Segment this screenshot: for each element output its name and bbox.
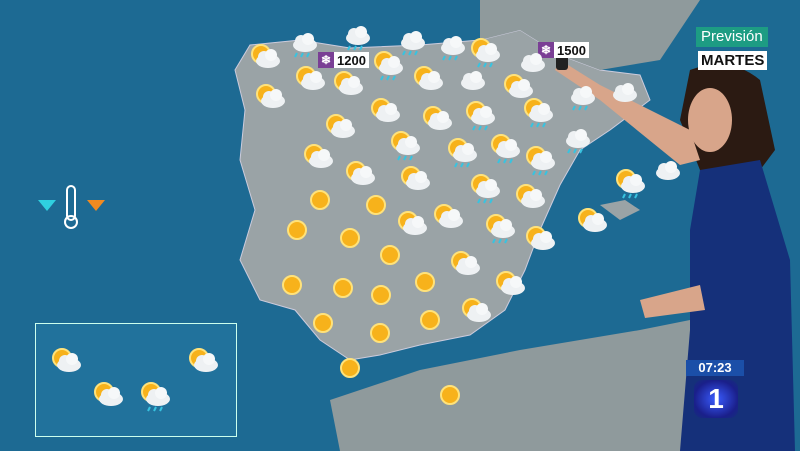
channel-logo: 1 [694,380,738,418]
presenter [555,50,795,451]
sun-cloud-icon [448,250,482,280]
sun-cloud-icon [523,225,557,255]
sun-cloud-rain-icon [463,100,497,131]
africa-land [330,320,690,451]
canary-islands-inset [35,323,237,437]
sun-cloud-rain-icon [468,37,502,68]
sun-cloud-icon [398,165,432,195]
sun-cloud-icon [186,347,220,377]
sun-cloud-icon [91,381,125,411]
sun-cloud-icon [575,207,609,237]
snow-level-badge: ❄ 1500 [538,42,589,58]
cloud-rain-icon [433,30,467,61]
sun-cloud-rain-icon [488,133,522,164]
cloud-icon [605,77,639,107]
sun-icon [359,190,393,220]
sun-icon [306,308,340,338]
temp-down-arrow [38,200,56,211]
balearic-islands [600,200,640,220]
sun-icon [364,280,398,310]
sun-icon [433,380,467,410]
sun-cloud-icon [301,143,335,173]
sun-cloud-rain-icon [445,137,479,168]
snowflake-icon: ❄ [318,52,334,68]
sun-cloud-rain-icon [613,168,647,199]
sun-icon [275,270,309,300]
cloud-icon [453,65,487,95]
cloud-icon [513,47,547,77]
forecast-day: MARTES [698,51,768,70]
cloud-rain-icon [285,27,319,58]
sun-cloud-icon [431,203,465,233]
sun-cloud-rain-icon [371,50,405,81]
sun-cloud-icon [293,65,327,95]
sun-cloud-rain-icon [388,130,422,161]
france-land [480,0,700,70]
cloud-rain-icon [393,25,427,56]
sun-icon [363,318,397,348]
forecast-title: Previsión [696,27,768,47]
sun-cloud-icon [459,297,493,327]
sun-cloud-icon [248,43,282,73]
sun-cloud-icon [323,113,357,143]
temp-up-arrow [87,200,105,211]
temperature-legend [38,185,105,229]
sun-cloud-icon [493,270,527,300]
sun-cloud-icon [368,97,402,127]
sun-icon [333,353,367,383]
sun-cloud-icon [420,105,454,135]
sun-icon [333,223,367,253]
sun-cloud-icon [395,210,429,240]
sun-cloud-rain-icon [138,381,172,412]
snowflake-icon: ❄ [538,42,554,58]
cloud-rain-icon [338,20,372,51]
sun-cloud-icon [253,83,287,113]
cloud-rain-icon [558,123,592,154]
sun-cloud-rain-icon [523,145,557,176]
sun-cloud-icon [411,65,445,95]
sun-cloud-rain-icon [468,173,502,204]
snow-level-badge: ❄ 1200 [318,52,369,68]
clock: 07:23 [686,360,744,376]
sun-cloud-rain-icon [521,97,555,128]
cloud-rain-icon [563,80,597,111]
thermometer-icon [66,185,76,221]
sun-icon [408,267,442,297]
sun-icon [373,240,407,270]
sun-icon [413,305,447,335]
sun-cloud-rain-icon [483,213,517,244]
sun-cloud-icon [331,70,365,100]
sun-icon [326,273,360,303]
sun-icon [280,215,314,245]
sun-cloud-icon [501,73,535,103]
sun-icon [303,185,337,215]
sun-cloud-icon [343,160,377,190]
sun-cloud-icon [513,183,547,213]
sun-cloud-icon [49,347,83,377]
cloud-icon [648,155,682,185]
